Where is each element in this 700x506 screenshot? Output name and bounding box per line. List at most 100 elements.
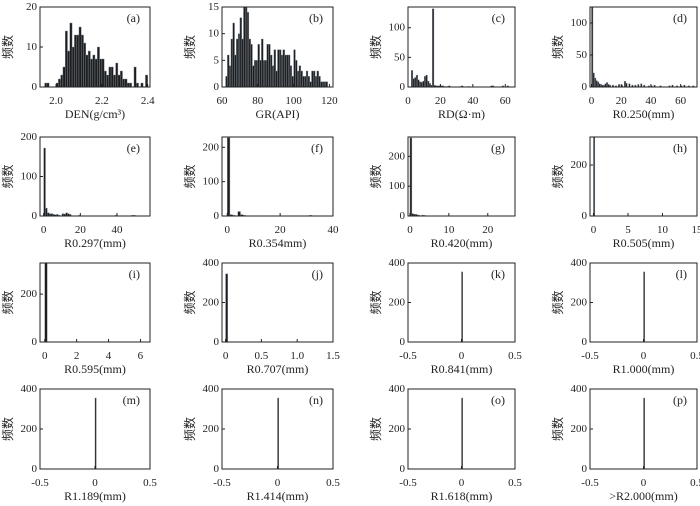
x-tick-label: -0.5 [581, 477, 599, 489]
x-tick-label: 0 [275, 477, 281, 489]
x-tick-label: 0.5 [326, 477, 340, 489]
y-tick-label: 0 [582, 463, 588, 475]
x-axis-label: RD(Ω·m) [438, 107, 485, 121]
panel-label: (n) [309, 393, 323, 407]
histogram-bar [309, 81, 312, 88]
y-axis-label: 频数 [368, 35, 383, 59]
y-tick-label: 5 [214, 54, 220, 66]
panel-label: (j) [312, 267, 323, 281]
y-axis-label: 频数 [0, 164, 15, 188]
histogram-bar [595, 80, 598, 88]
x-tick-label: 6 [138, 350, 144, 362]
x-tick-label: 0.5 [690, 350, 700, 362]
histogram-bar [136, 82, 139, 88]
x-tick-label: 2.4 [141, 95, 155, 107]
x-tick-label: 0 [641, 350, 647, 362]
histogram-bar [594, 77, 597, 88]
histogram-bar [122, 78, 125, 88]
histogram-bar [44, 262, 48, 343]
y-tick-label: 200 [203, 423, 220, 435]
histogram-bar [314, 76, 318, 88]
histogram-bar [225, 76, 228, 88]
x-tick-label: 40 [467, 95, 479, 107]
plot-frame [407, 136, 516, 217]
histogram-bar [120, 70, 123, 88]
histogram-bar [289, 65, 293, 88]
y-tick-label: 100 [389, 22, 406, 34]
x-tick-label: 20 [75, 224, 87, 236]
histogram-bar [268, 44, 271, 88]
y-tick-label: 200 [389, 297, 406, 309]
x-tick-label: 10 [657, 224, 669, 236]
histogram-bar [236, 38, 239, 88]
x-axis-label: R1.618(mm) [431, 489, 493, 503]
histogram-bar [302, 76, 305, 88]
histogram-bar [225, 273, 228, 343]
y-tick-label: 100 [21, 171, 38, 183]
y-axis-label: 频数 [550, 164, 565, 188]
y-tick-label: 0 [32, 463, 38, 475]
histogram-bar [275, 70, 278, 88]
x-tick-label: 0 [459, 477, 465, 489]
x-tick-label: 100 [285, 95, 302, 107]
plot-frame [39, 262, 151, 343]
x-tick-label: 0 [405, 95, 411, 107]
y-tick-label: 0 [400, 336, 406, 348]
y-tick-label: 0 [582, 210, 588, 222]
x-tick-label: 40 [112, 224, 124, 236]
histogram-bar [322, 81, 325, 88]
histogram-bar [461, 271, 463, 343]
y-tick-label: 400 [203, 383, 220, 395]
histogram-bar [305, 70, 309, 88]
histogram-bar [277, 49, 280, 88]
histogram-bar [461, 397, 463, 470]
histogram-bar [74, 34, 77, 88]
y-tick-label: 0 [214, 210, 220, 222]
x-axis-label: GR(API) [256, 107, 300, 121]
histogram-bar [420, 82, 423, 88]
histogram-bar [108, 66, 112, 88]
histogram-panel: 0 0.5 1.0 1.5 0 200 400 R0.707(mm) 频数 (j) [182, 257, 340, 376]
histogram-bar [323, 81, 327, 88]
histogram-bar [255, 60, 259, 88]
plot-frame [589, 136, 698, 217]
histogram-bar [94, 58, 98, 88]
x-tick-label: -0.5 [399, 477, 417, 489]
histogram-bar [252, 65, 255, 88]
x-tick-label: 0 [223, 350, 229, 362]
x-tick-label: 0 [459, 350, 465, 362]
histogram-bar [412, 78, 415, 88]
x-tick-label: 0 [41, 224, 47, 236]
x-tick-label: 0 [92, 477, 98, 489]
x-tick-label: 40 [645, 95, 657, 107]
histogram-bar [266, 44, 269, 88]
x-axis-label: R0.595(mm) [64, 362, 126, 376]
histogram-bar [422, 80, 425, 88]
histogram-bar [83, 42, 87, 88]
histogram-bar [304, 76, 307, 88]
x-tick-label: 60 [500, 95, 512, 107]
histogram-bar [45, 207, 48, 217]
histogram-bar [643, 397, 645, 470]
histogram-panel: -0.5 0 0.5 0 200 400 R1.189(mm) 频数 (m) [0, 383, 157, 503]
histogram-bar [320, 81, 323, 88]
histogram-bar [90, 58, 93, 88]
x-tick-label: 10 [443, 224, 455, 236]
y-tick-label: 200 [21, 288, 38, 300]
x-tick-label: -0.5 [213, 477, 231, 489]
histogram-bar [113, 74, 116, 88]
x-tick-label: 60 [217, 95, 229, 107]
histogram-bar [417, 79, 420, 88]
x-tick-label: 2 [74, 350, 80, 362]
y-tick-label: 0 [400, 463, 406, 475]
histogram-bar [591, 6, 594, 88]
panel-label: (m) [123, 393, 140, 407]
y-tick-label: 200 [571, 159, 588, 171]
y-axis-label: 频数 [550, 290, 565, 314]
histogram-bar [250, 44, 253, 88]
histogram-bar [415, 74, 418, 88]
histogram-bar [248, 38, 251, 88]
y-tick-label: 0 [400, 81, 406, 93]
